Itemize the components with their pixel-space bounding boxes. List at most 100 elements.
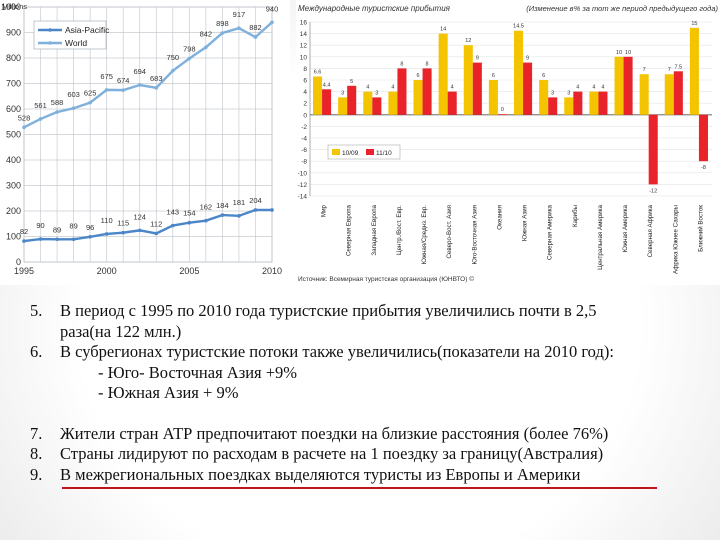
data-point [154, 86, 159, 90]
bar-value-label: 14.5 [513, 24, 524, 30]
data-label: 882 [249, 23, 262, 32]
data-point [204, 218, 208, 223]
bullet-line: В субрегионах туристские потоки также ув… [60, 342, 614, 361]
data-point [253, 35, 258, 39]
data-label: 181 [233, 198, 246, 207]
bar-value-label: 4.4 [323, 82, 331, 88]
data-label: 89 [53, 225, 61, 234]
y-tick-label: 16 [300, 20, 308, 27]
x-tick-label: 2005 [179, 266, 199, 276]
data-point [171, 223, 175, 228]
bar-value-label: -8 [701, 165, 706, 171]
y-tick-label: 1000 [1, 2, 21, 12]
y-tick-label: 0 [16, 257, 21, 267]
y-tick-label: 12 [300, 43, 308, 50]
bar [363, 91, 373, 115]
bar [573, 91, 583, 115]
bullet-line: раза(на 122 млн.) [60, 321, 182, 341]
legend-label: Asia-Pacific [65, 25, 110, 35]
data-point [55, 237, 59, 242]
data-point [38, 117, 43, 121]
bullet-line: Жители стран АТР предпочитают поездки на… [60, 423, 609, 443]
legend-label: 11/10 [376, 150, 392, 157]
series-line [23, 208, 272, 243]
chart-subtitle: (Изменение в% за тот же период предыдуще… [526, 4, 718, 13]
y-tick-label: 900 [6, 28, 21, 38]
data-label: 694 [133, 67, 146, 76]
bar [514, 30, 524, 115]
data-point [237, 214, 241, 218]
y-tick-label: 10 [300, 54, 308, 61]
y-tick-label: -2 [301, 124, 307, 131]
data-point [253, 208, 258, 212]
legend-label: 10/09 [342, 150, 359, 157]
data-label: 162 [200, 203, 213, 212]
bar [413, 80, 423, 115]
data-label: 750 [167, 53, 180, 62]
bullet-item-8: 8. Страны лидируют по расходам в расчете… [30, 444, 710, 465]
data-label: 110 [101, 216, 113, 225]
bar-value-label: 12 [465, 38, 471, 44]
data-point [204, 45, 208, 50]
chart-title: Международные туристские прибытия [298, 4, 451, 13]
category-label: Африка Южнее Сахары [672, 204, 679, 273]
bar [523, 62, 533, 115]
data-point [88, 234, 92, 239]
bullet-subline: - Юго- Восточная Азия +9% [98, 362, 298, 382]
bullet-number: 5. [30, 301, 43, 320]
data-label: 675 [100, 72, 113, 81]
bar [322, 89, 332, 115]
y-tick-label: -12 [298, 182, 308, 189]
x-tick-label: 2000 [97, 266, 117, 276]
y-tick-label: -8 [301, 159, 307, 166]
bar-value-label: 7 [643, 67, 646, 73]
y-tick-label: 700 [6, 79, 21, 89]
bar-value-label: 4 [601, 85, 604, 91]
x-tick-label: 2010 [262, 266, 282, 276]
data-label: 674 [117, 76, 130, 85]
red-underline [62, 487, 657, 489]
x-tick-label: 1995 [14, 266, 34, 276]
data-point [220, 213, 225, 217]
category-label: Южная/Среднз. Евр. [421, 205, 428, 265]
category-label: Центр./Вост. Евр. [396, 205, 403, 255]
bar-value-label: 6.6 [314, 70, 322, 76]
bar [623, 56, 633, 115]
bar-value-label: 15 [691, 21, 697, 27]
bar-value-label: 4 [576, 85, 579, 91]
data-point [38, 237, 43, 241]
y-tick-label: -14 [298, 194, 308, 201]
bar [614, 56, 624, 115]
bar [338, 97, 348, 115]
bar-value-label: 0 [501, 107, 504, 113]
data-label: 204 [249, 196, 262, 205]
bar-value-label: 6 [417, 73, 420, 79]
y-tick-label: 6 [303, 78, 307, 85]
bar-chart: Международные туристские прибытия (Измене… [298, 4, 719, 283]
y-tick-label: 800 [6, 53, 21, 63]
y-tick-label: 2 [303, 101, 307, 108]
bar [598, 91, 608, 115]
data-point [137, 228, 142, 233]
data-label: 89 [69, 221, 77, 230]
bar [639, 74, 649, 115]
data-label: 588 [51, 98, 64, 107]
bar-value-label: 4 [366, 85, 369, 91]
bar [689, 27, 699, 115]
category-label: Центральная Америка [597, 204, 604, 269]
bar [564, 97, 574, 115]
legend-marker [48, 41, 52, 45]
bullet-line: В межрегиональных поездках выделяются ту… [60, 464, 581, 484]
bar-value-label: 10 [616, 50, 622, 56]
bullet-subline: - Южная Азия + 9% [98, 383, 239, 402]
bullet-number: 8. [30, 444, 43, 463]
bar [397, 68, 407, 115]
y-tick-label: 500 [6, 130, 21, 140]
y-tick-label: -6 [301, 147, 307, 154]
bar-value-label: 5 [350, 79, 353, 85]
data-point [22, 125, 26, 130]
legend-label: World [65, 38, 87, 48]
bullet-item-9: 9. В межрегиональных поездках выделяются… [30, 465, 710, 486]
category-label: Южная Америка [622, 204, 629, 252]
bar-value-label: 4 [451, 85, 454, 91]
